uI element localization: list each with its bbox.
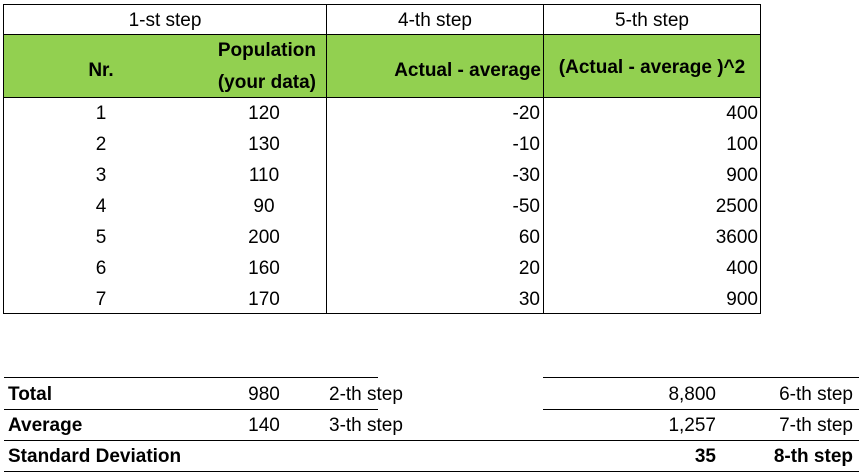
- header-band-right: [544, 35, 760, 97]
- row-diff: 60: [518, 227, 540, 248]
- col-divider-1: [326, 4, 327, 314]
- step1-label: 1-st step: [128, 10, 202, 31]
- row-nr: 5: [95, 227, 107, 248]
- row-squared: 2500: [715, 196, 758, 217]
- row-diff: -30: [512, 165, 540, 186]
- row-nr: 4: [95, 196, 107, 217]
- average-label: Average: [8, 415, 83, 436]
- total-squared-value: 8,800: [668, 384, 716, 405]
- row-diff: 30: [518, 289, 540, 310]
- row-population: 110: [248, 165, 280, 186]
- row-population: 170: [248, 289, 280, 310]
- row-nr: 3: [95, 165, 107, 186]
- step4-label: 4-th step: [398, 10, 472, 31]
- row-squared: 900: [726, 289, 758, 310]
- average-squared-step: 7-th step: [779, 415, 853, 436]
- row-diff: -50: [512, 196, 540, 217]
- summary-line-2-left: [4, 409, 378, 410]
- row-population: 200: [248, 227, 280, 248]
- row-population: 160: [248, 258, 280, 279]
- header-band-mid: [327, 35, 543, 97]
- average-squared-value: 1,257: [668, 415, 716, 436]
- row-squared: 400: [726, 103, 758, 124]
- col-header-nr: Nr.: [88, 60, 114, 81]
- sd-step: 8-th step: [773, 446, 853, 467]
- row-population: 90: [253, 196, 275, 217]
- col-divider-2: [543, 4, 544, 314]
- table-top-border: [4, 4, 761, 5]
- total-squared-step: 6-th step: [779, 384, 853, 405]
- header-band-left: [4, 35, 326, 97]
- row-squared: 3600: [715, 227, 758, 248]
- table-right-border: [760, 4, 761, 314]
- row-population: 130: [248, 134, 280, 155]
- average-value: 140: [248, 415, 280, 436]
- col-header-actual-minus-average-squared: (Actual - average )^2: [558, 57, 746, 78]
- summary-line-3: [4, 440, 859, 441]
- table-bottom-border: [4, 313, 761, 314]
- col-header-population-2: (your data): [217, 72, 316, 93]
- step5-label: 5-th step: [615, 10, 689, 31]
- summary-bottom-border: [4, 471, 859, 472]
- summary-top-border-left: [4, 377, 378, 378]
- total-label: Total: [8, 384, 52, 405]
- row-diff: -20: [512, 103, 540, 124]
- total-value: 980: [248, 384, 280, 405]
- row-nr: 6: [95, 258, 107, 279]
- row-diff: 20: [518, 258, 540, 279]
- total-step: 2-th step: [329, 384, 403, 405]
- col-header-population-1: Population: [217, 40, 316, 61]
- average-step: 3-th step: [329, 415, 403, 436]
- row-squared: 100: [726, 134, 758, 155]
- row-nr: 1: [95, 103, 107, 124]
- row-nr: 2: [95, 134, 107, 155]
- table-left-border: [3, 4, 4, 314]
- summary-top-border-right: [543, 377, 859, 378]
- header-top-border: [4, 34, 761, 35]
- row-diff: -10: [512, 134, 540, 155]
- summary-line-2-right: [543, 409, 859, 410]
- sd-label: Standard Deviation: [8, 446, 182, 467]
- header-bottom-border: [4, 97, 761, 98]
- row-squared: 400: [726, 258, 758, 279]
- row-squared: 900: [726, 165, 758, 186]
- row-nr: 7: [95, 289, 107, 310]
- row-population: 120: [248, 103, 280, 124]
- col-header-actual-minus-average: Actual - average: [394, 60, 541, 81]
- sd-value: 35: [694, 446, 716, 467]
